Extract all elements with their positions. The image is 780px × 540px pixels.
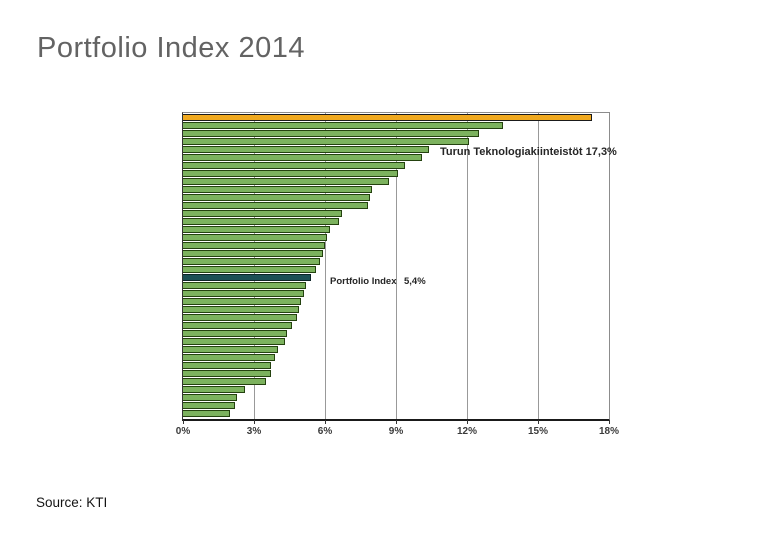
gridline bbox=[396, 113, 397, 419]
annotation-portfolio-index-label: Portfolio Index bbox=[330, 276, 397, 287]
bar bbox=[183, 130, 479, 137]
bar bbox=[183, 226, 330, 233]
bar bbox=[183, 290, 304, 297]
x-tick bbox=[609, 420, 610, 424]
bar bbox=[183, 210, 342, 217]
bar bbox=[183, 378, 266, 385]
bar bbox=[183, 234, 328, 241]
bar bbox=[183, 250, 323, 257]
x-tick bbox=[324, 420, 326, 424]
bar bbox=[183, 370, 271, 377]
x-tick-label: 6% bbox=[317, 426, 333, 437]
bar bbox=[183, 162, 406, 169]
bar bbox=[183, 218, 340, 225]
bar bbox=[183, 338, 285, 345]
x-tick-label: 15% bbox=[527, 426, 549, 437]
bar-series bbox=[183, 113, 609, 419]
page-title: Portfolio Index 2014 bbox=[37, 32, 305, 64]
x-tick bbox=[466, 420, 468, 424]
gridline bbox=[324, 113, 326, 419]
bar bbox=[183, 146, 430, 153]
bar bbox=[183, 314, 297, 321]
bar-turun-teknologiakiinteistot bbox=[183, 114, 593, 121]
bar bbox=[183, 186, 373, 193]
bar bbox=[183, 346, 278, 353]
bar-portfolio-index bbox=[183, 274, 311, 281]
bar bbox=[183, 394, 238, 401]
bar bbox=[183, 138, 470, 145]
bar bbox=[183, 194, 370, 201]
annotation-portfolio-index-value: 5,4% bbox=[404, 276, 426, 287]
bar bbox=[183, 242, 325, 249]
bar bbox=[183, 202, 368, 209]
x-tick bbox=[396, 420, 397, 424]
x-tick-label: 3% bbox=[246, 426, 262, 437]
bar bbox=[183, 386, 245, 393]
bar bbox=[183, 266, 316, 273]
bar bbox=[183, 282, 307, 289]
bar bbox=[183, 330, 288, 337]
bar bbox=[183, 362, 271, 369]
bar bbox=[183, 410, 231, 417]
bar bbox=[183, 402, 236, 409]
x-axis-labels: 0% 3% 6% 9% 12% 15% 18% bbox=[176, 426, 619, 440]
annotation-turun-teknologiakiinteistot: Turun Teknologiakiinteistöt 17,3% bbox=[440, 146, 617, 158]
x-tick-label: 9% bbox=[388, 426, 404, 437]
bar bbox=[183, 178, 389, 185]
bar bbox=[183, 258, 321, 265]
bar bbox=[183, 306, 299, 313]
bar bbox=[183, 322, 292, 329]
gridline bbox=[538, 113, 539, 419]
bar bbox=[183, 298, 302, 305]
x-tick-label: 0% bbox=[175, 426, 191, 437]
bar bbox=[183, 170, 399, 177]
x-tick-label: 18% bbox=[598, 426, 620, 437]
x-tick bbox=[253, 420, 255, 424]
bar bbox=[183, 154, 423, 161]
gridline bbox=[466, 113, 468, 419]
x-tick bbox=[538, 420, 539, 424]
bar bbox=[183, 354, 276, 361]
x-tick bbox=[183, 420, 184, 424]
plot-area: Turun Teknologiakiinteistöt 17,3% Portfo… bbox=[176, 112, 619, 437]
source-note: Source: KTI bbox=[36, 495, 108, 510]
bar bbox=[183, 122, 503, 129]
x-tick-label: 12% bbox=[456, 426, 477, 437]
x-axis-ticks bbox=[183, 419, 610, 424]
